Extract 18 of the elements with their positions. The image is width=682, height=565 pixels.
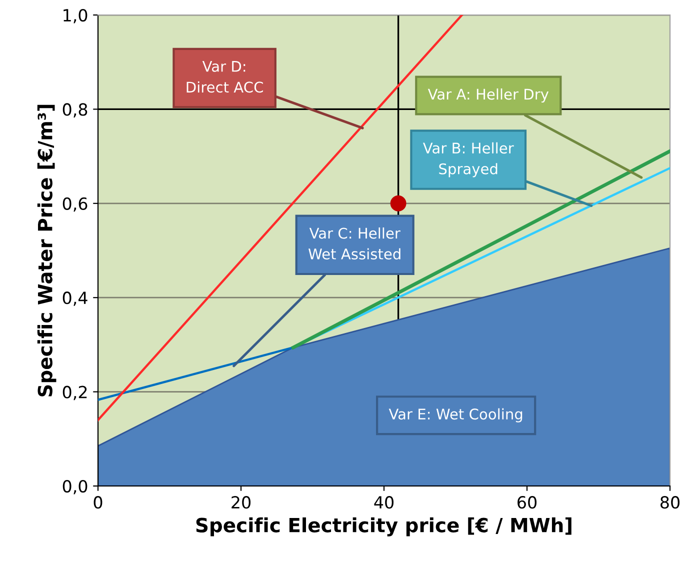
annotation: Var C: Heller Wet Assisted bbox=[308, 227, 400, 260]
y-tick-label: 0,2 bbox=[62, 386, 87, 400]
annotation: Var D: Direct ACC bbox=[186, 61, 263, 93]
x-tick-label: 20 bbox=[232, 496, 250, 509]
y-tick-label: 0,4 bbox=[62, 292, 88, 306]
y-tick-label: 0,0 bbox=[62, 480, 88, 494]
annotation: Var E: Wet Cooling bbox=[388, 408, 522, 422]
x-tick-label: 60 bbox=[518, 496, 536, 509]
annotation: Var B: Heller Sprayed bbox=[422, 142, 514, 178]
y-axis-title: Specific Water Price [€/m³] bbox=[37, 104, 56, 396]
y-tick-label: 1,0 bbox=[64, 8, 88, 24]
x-tick-label: 80 bbox=[660, 496, 680, 509]
y-tick-label: 0,6 bbox=[62, 197, 88, 212]
annotation: Var A: Heller Dry bbox=[428, 88, 549, 103]
x-tick-label: 40 bbox=[374, 496, 394, 509]
x-axis-title: Specific Electricity price [€ / MWh] bbox=[196, 517, 572, 536]
x-tick-label: 0 bbox=[94, 496, 102, 509]
y-tick-label: 0,8 bbox=[62, 103, 88, 118]
